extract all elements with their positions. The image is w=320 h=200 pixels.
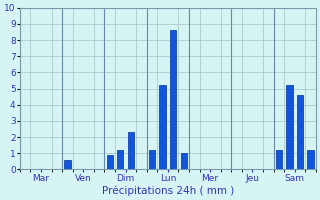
X-axis label: Précipitations 24h ( mm ): Précipitations 24h ( mm ) xyxy=(102,185,234,196)
Bar xyxy=(297,95,303,169)
Bar xyxy=(128,132,134,169)
Bar xyxy=(276,150,282,169)
Bar xyxy=(117,150,124,169)
Bar xyxy=(180,153,187,169)
Bar xyxy=(107,155,113,169)
Bar xyxy=(159,85,166,169)
Bar xyxy=(308,150,314,169)
Bar xyxy=(286,85,292,169)
Bar xyxy=(149,150,155,169)
Bar xyxy=(170,30,176,169)
Bar xyxy=(64,160,71,169)
